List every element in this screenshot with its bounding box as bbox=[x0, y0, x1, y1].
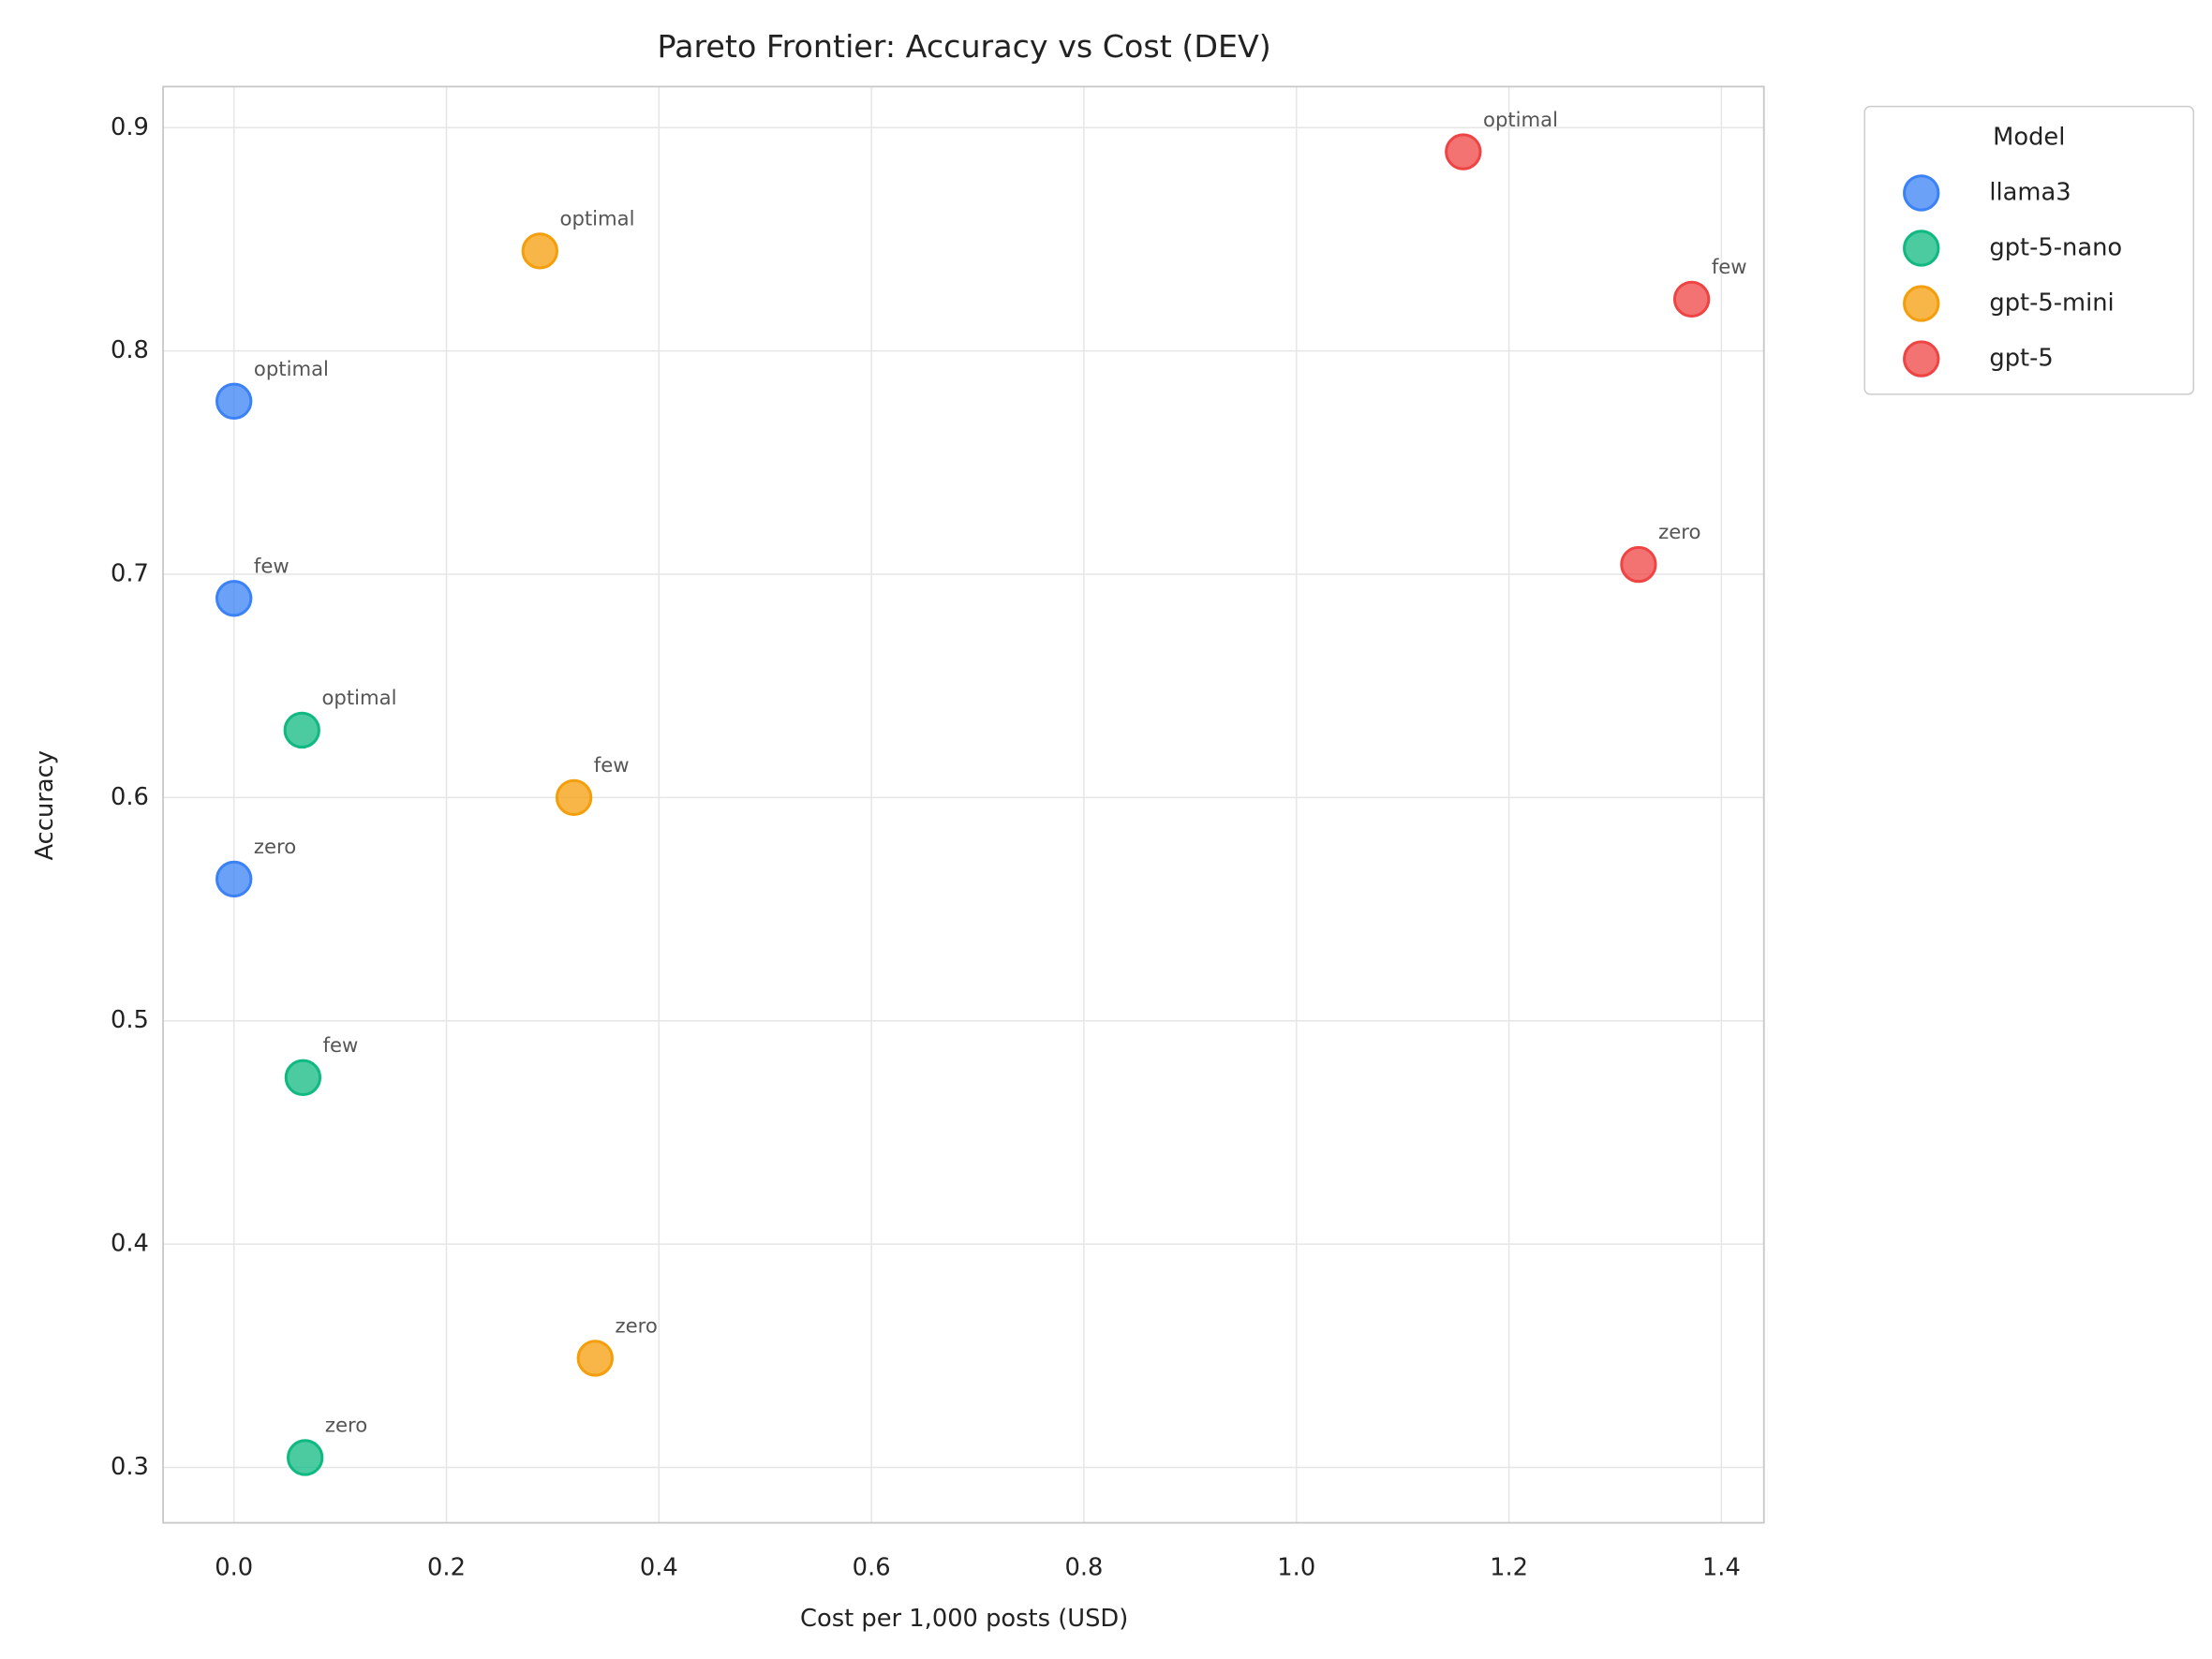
x-tick-label: 0.4 bbox=[640, 1554, 678, 1582]
point bbox=[286, 1439, 324, 1476]
x-tick-label: 0.2 bbox=[427, 1554, 466, 1582]
point bbox=[284, 1059, 322, 1096]
plot-frame bbox=[162, 85, 1765, 1524]
point-label: zero bbox=[1658, 520, 1700, 543]
x-tick-label: 1.4 bbox=[1702, 1554, 1741, 1582]
y-tick-label: 0.6 bbox=[111, 783, 149, 811]
y-tick-label: 0.4 bbox=[111, 1230, 149, 1258]
point-label: few bbox=[254, 554, 289, 577]
legend-title: Model bbox=[1993, 123, 2065, 151]
point-label: optimal bbox=[1483, 108, 1558, 131]
point bbox=[1620, 545, 1657, 584]
point-label: optimal bbox=[254, 357, 329, 380]
point-label: optimal bbox=[559, 207, 634, 230]
legend-marker bbox=[1903, 174, 1940, 212]
x-tick-label: 0.6 bbox=[853, 1554, 891, 1582]
point bbox=[283, 711, 320, 749]
point-label: few bbox=[1712, 255, 1747, 278]
x-tick-label: 0.0 bbox=[215, 1554, 253, 1582]
point bbox=[521, 232, 558, 270]
point bbox=[576, 1340, 614, 1377]
point bbox=[215, 580, 253, 617]
legend-marker bbox=[1903, 285, 1940, 322]
x-tick-label: 0.8 bbox=[1064, 1554, 1103, 1582]
point-label: optimal bbox=[321, 686, 396, 709]
y-tick-label: 0.9 bbox=[111, 113, 149, 141]
legend-label: gpt-5-nano bbox=[1989, 233, 2122, 261]
chart-title: Pareto Frontier: Accuracy vs Cost (DEV) bbox=[658, 28, 1271, 65]
legend-marker bbox=[1903, 230, 1940, 267]
point bbox=[555, 778, 593, 817]
point-label: zero bbox=[615, 1314, 657, 1338]
x-axis-label: Cost per 1,000 posts (USD) bbox=[800, 1605, 1128, 1633]
point-label: zero bbox=[254, 835, 296, 858]
y-axis-label: Accuracy bbox=[31, 750, 59, 860]
legend-box bbox=[1863, 105, 2195, 395]
y-tick-label: 0.8 bbox=[111, 336, 149, 364]
point bbox=[1672, 280, 1711, 318]
x-tick-label: 1.2 bbox=[1490, 1554, 1528, 1582]
legend-label: gpt-5 bbox=[1989, 345, 2053, 373]
x-tick-label: 1.0 bbox=[1277, 1554, 1315, 1582]
y-tick-label: 0.3 bbox=[111, 1453, 149, 1481]
legend-label: gpt-5-mini bbox=[1989, 289, 2114, 318]
legend-marker bbox=[1903, 340, 1940, 378]
y-tick-label: 0.7 bbox=[111, 560, 149, 588]
point bbox=[1445, 133, 1482, 170]
point bbox=[215, 382, 253, 420]
y-tick-label: 0.5 bbox=[111, 1006, 149, 1034]
point-label: few bbox=[594, 753, 630, 777]
legend-label: llama3 bbox=[1989, 178, 2071, 206]
point-label: few bbox=[323, 1033, 359, 1057]
point bbox=[215, 860, 253, 898]
grid bbox=[163, 86, 1764, 1523]
point-label: zero bbox=[325, 1414, 367, 1437]
